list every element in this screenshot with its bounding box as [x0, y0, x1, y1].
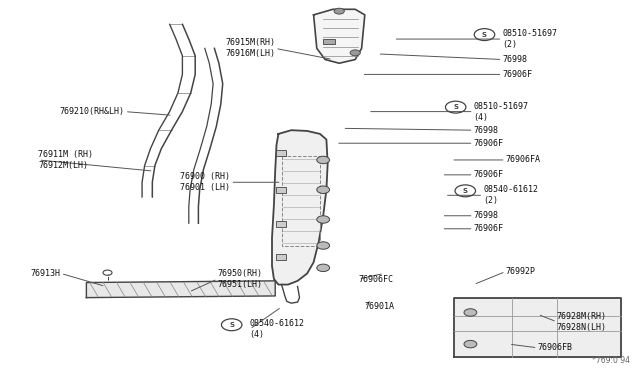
Text: 76911M (RH)
76912M(LH): 76911M (RH) 76912M(LH) — [38, 150, 93, 170]
Circle shape — [464, 309, 477, 316]
Text: 76901A: 76901A — [365, 302, 395, 311]
Polygon shape — [454, 298, 621, 357]
Text: 76998: 76998 — [502, 55, 527, 64]
Text: 76928M(RH)
76928N(LH): 76928M(RH) 76928N(LH) — [557, 312, 607, 332]
Text: 76998: 76998 — [474, 126, 499, 135]
Text: 76900 (RH)
76901 (LH): 76900 (RH) 76901 (LH) — [180, 172, 230, 192]
Text: S: S — [229, 322, 234, 328]
Text: 08510-51697
(2): 08510-51697 (2) — [502, 29, 557, 49]
Bar — [276, 150, 286, 156]
Circle shape — [317, 264, 330, 272]
Text: 76906F: 76906F — [474, 224, 504, 233]
Text: 76906F: 76906F — [502, 70, 532, 79]
Bar — [276, 187, 286, 193]
Text: *769:0 94: *769:0 94 — [593, 356, 630, 365]
Polygon shape — [86, 281, 275, 298]
Text: 76915M(RH)
76916M(LH): 76915M(RH) 76916M(LH) — [225, 38, 275, 58]
Bar — [323, 39, 335, 44]
Circle shape — [317, 216, 330, 223]
Text: 769210(RH&LH): 769210(RH&LH) — [60, 107, 125, 116]
Text: 76906F: 76906F — [474, 170, 504, 179]
Text: 08540-61612
(4): 08540-61612 (4) — [250, 319, 305, 339]
Circle shape — [350, 50, 360, 56]
Circle shape — [317, 186, 330, 193]
Polygon shape — [272, 130, 328, 285]
Text: 76906FC: 76906FC — [358, 275, 394, 283]
Circle shape — [334, 8, 344, 14]
Text: 08540-61612
(2): 08540-61612 (2) — [483, 185, 538, 205]
Bar — [276, 221, 286, 227]
Text: S: S — [482, 32, 487, 38]
Text: S: S — [453, 104, 458, 110]
Circle shape — [317, 156, 330, 164]
Text: 76950(RH)
76951(LH): 76950(RH) 76951(LH) — [218, 269, 262, 289]
Bar — [276, 254, 286, 260]
Text: 08510-51697
(4): 08510-51697 (4) — [474, 102, 529, 122]
Text: 76913H: 76913H — [31, 269, 61, 278]
Circle shape — [317, 242, 330, 249]
Text: 76998: 76998 — [474, 211, 499, 220]
Text: S: S — [463, 188, 468, 194]
Polygon shape — [314, 9, 365, 63]
Text: 76906FB: 76906FB — [538, 343, 573, 352]
Circle shape — [464, 340, 477, 348]
Text: 76906FA: 76906FA — [506, 155, 541, 164]
Text: 76906F: 76906F — [474, 139, 504, 148]
Text: 76992P: 76992P — [506, 267, 536, 276]
